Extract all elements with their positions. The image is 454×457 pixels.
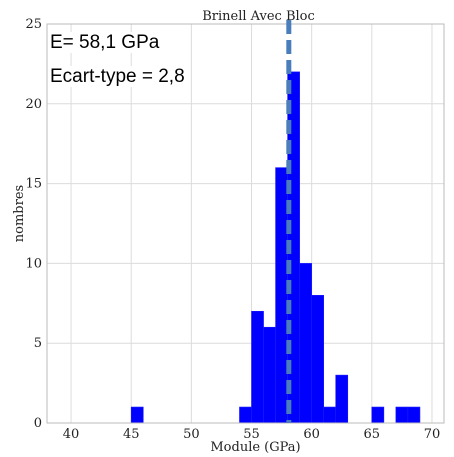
- std-annotation: Ecart-type = 2,8: [48, 66, 187, 87]
- histogram-bar: [323, 406, 337, 424]
- x-tick-label: 55: [243, 427, 260, 442]
- chart-title: Brinell Avec Bloc: [202, 9, 315, 24]
- mean-annotation: E= 58,1 GPa: [48, 32, 162, 53]
- plot-frame: [46, 23, 445, 424]
- y-tick-label: 10: [25, 256, 42, 271]
- y-tick-label: 25: [25, 17, 42, 32]
- plot-background: [47, 24, 444, 423]
- y-tick-label: 5: [34, 336, 42, 351]
- histogram-bar: [311, 295, 324, 424]
- y-tick-label: 0: [34, 416, 42, 431]
- histogram-bar: [239, 406, 252, 424]
- x-tick-label: 40: [63, 427, 80, 442]
- x-tick-label: 50: [183, 427, 200, 442]
- ticks: 40 45 50 55 60 65 70 0 5 10 15 20 25: [25, 17, 440, 442]
- histogram-bar: [395, 406, 409, 424]
- x-tick-label: 60: [303, 427, 320, 442]
- histogram-bar: [299, 263, 312, 424]
- histogram-bar: [251, 310, 264, 424]
- x-axis-title: Module (GPa): [210, 440, 300, 455]
- x-tick-label: 65: [364, 427, 381, 442]
- x-tick-label: 45: [123, 427, 140, 442]
- histogram-bar: [263, 326, 276, 424]
- histogram-bar: [275, 167, 288, 424]
- histogram-bar: [335, 374, 349, 424]
- axes: [46, 23, 445, 424]
- y-tick-label: 20: [25, 97, 42, 112]
- grid: [47, 23, 444, 424]
- bars: [130, 71, 421, 424]
- histogram-bar: [130, 406, 144, 424]
- y-axis-title: nombres: [12, 185, 27, 242]
- histogram-bar: [407, 406, 421, 424]
- y-tick-label: 15: [25, 177, 42, 192]
- x-tick-label: 70: [424, 427, 441, 442]
- histogram-bar: [371, 406, 385, 424]
